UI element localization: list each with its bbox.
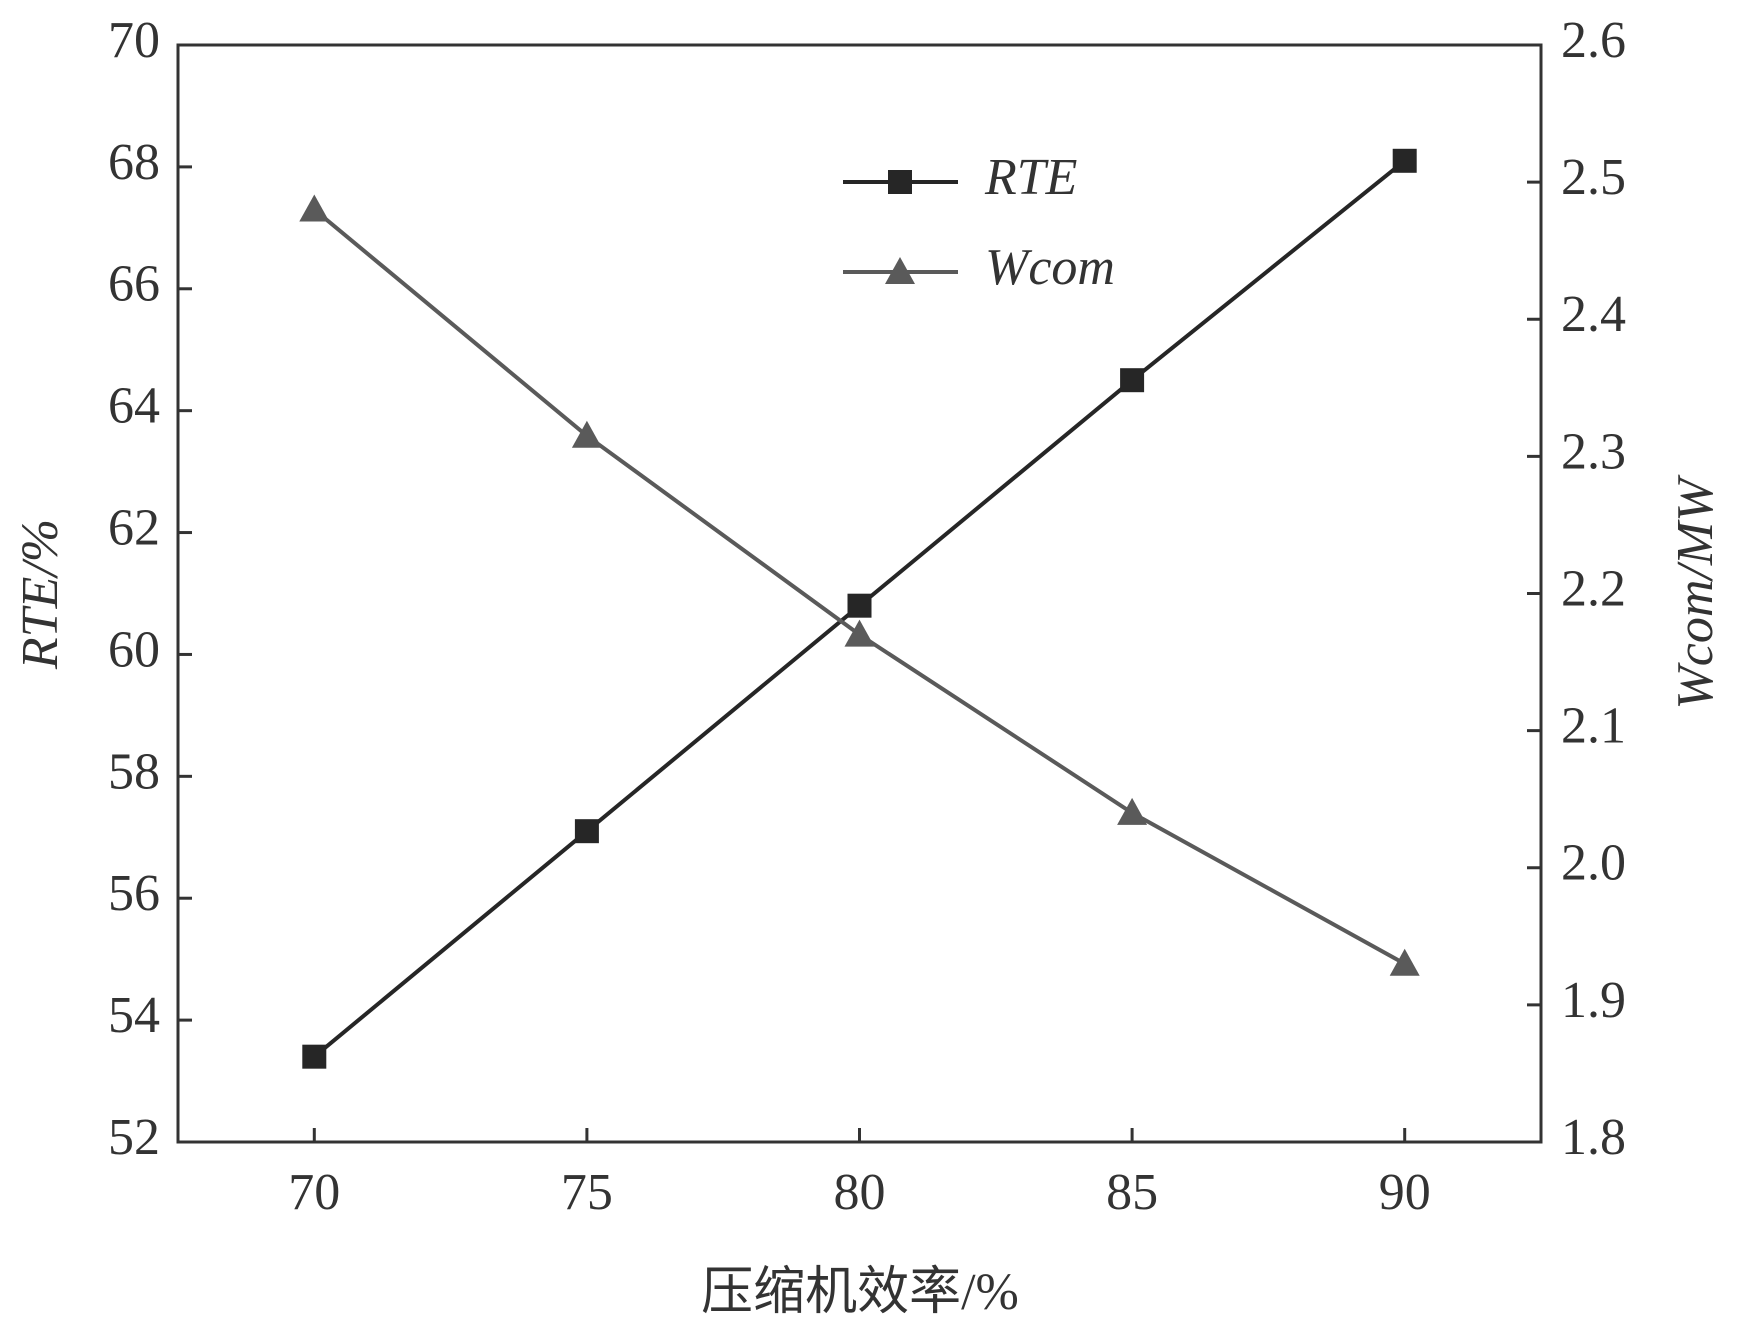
marker (302, 1044, 327, 1069)
y2-tick-label: 1.9 (1561, 972, 1626, 1029)
y2-tick-label: 2.6 (1561, 12, 1626, 69)
y-tick-label: 56 (108, 865, 160, 922)
plot-frame (176, 43, 1543, 1144)
x-tick-label: 80 (834, 1164, 886, 1221)
x-tick-label: 85 (1106, 1164, 1158, 1221)
y-axis-title: RTE/% (12, 519, 69, 670)
y2-tick-label: 2.1 (1561, 698, 1626, 755)
legend-label: Wcom (985, 239, 1115, 296)
marker (1117, 797, 1148, 825)
x-tick-label: 90 (1379, 1164, 1431, 1221)
y2-tick-label: 2.0 (1561, 835, 1626, 892)
x-axis-title: 压缩机效率/% (701, 1264, 1019, 1321)
y2-tick-label: 2.5 (1561, 149, 1626, 206)
marker (885, 257, 915, 284)
y-tick-label: 58 (108, 743, 160, 800)
x-tick-label: 75 (561, 1164, 613, 1221)
y-tick-label: 52 (108, 1109, 160, 1166)
y2-tick-label: 2.3 (1561, 423, 1626, 480)
marker (571, 420, 602, 448)
marker (847, 593, 872, 618)
marker (574, 819, 599, 844)
y-tick-label: 54 (108, 987, 160, 1044)
series-line (313, 208, 1406, 966)
y-tick-label: 60 (108, 621, 160, 678)
y-tick-label: 66 (108, 256, 160, 313)
x-tick-label: 70 (288, 1164, 340, 1221)
legend-label: RTE (984, 149, 1077, 206)
y-tick-label: 68 (108, 134, 160, 191)
marker (844, 619, 875, 647)
marker (1389, 948, 1420, 976)
marker (888, 170, 912, 194)
y-tick-label: 64 (108, 378, 160, 435)
marker (1120, 368, 1145, 393)
y2-tick-label: 1.8 (1561, 1109, 1626, 1166)
marker (1392, 148, 1417, 173)
y-tick-label: 70 (108, 12, 160, 69)
y2-tick-label: 2.2 (1561, 560, 1626, 617)
y-tick-label: 62 (108, 499, 160, 556)
marker (299, 194, 330, 222)
y2-axis-title: Wcom/MW (1667, 474, 1724, 710)
y2-tick-label: 2.4 (1561, 286, 1626, 343)
